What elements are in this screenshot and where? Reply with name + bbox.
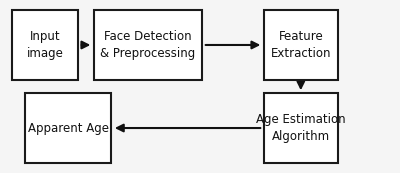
FancyBboxPatch shape	[25, 93, 111, 163]
Text: Face Detection
& Preprocessing: Face Detection & Preprocessing	[100, 30, 196, 60]
Text: Apparent Age: Apparent Age	[28, 121, 109, 135]
FancyBboxPatch shape	[264, 93, 338, 163]
Text: Age Estimation
Algorithm: Age Estimation Algorithm	[256, 113, 346, 143]
Text: Input
image: Input image	[26, 30, 64, 60]
Text: Feature
Extraction: Feature Extraction	[271, 30, 331, 60]
FancyBboxPatch shape	[264, 10, 338, 80]
FancyBboxPatch shape	[94, 10, 202, 80]
FancyBboxPatch shape	[12, 10, 78, 80]
